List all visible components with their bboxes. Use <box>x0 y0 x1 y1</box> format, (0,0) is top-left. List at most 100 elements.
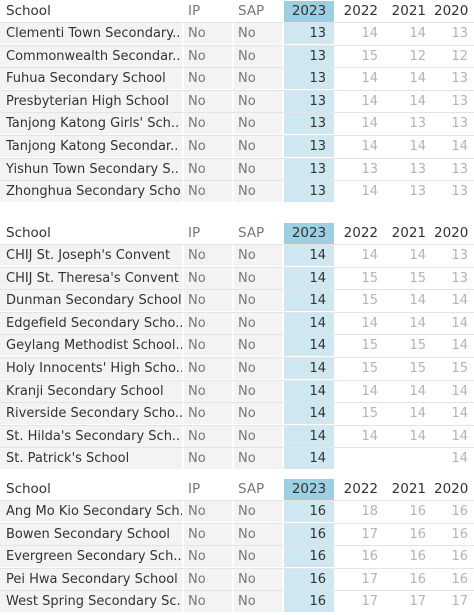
year-value: 13 <box>451 161 468 177</box>
flag-cell: No <box>234 448 282 470</box>
flag-cell: No <box>184 90 232 112</box>
column-header: SAP <box>238 225 265 241</box>
flag-cell: No <box>184 546 232 568</box>
school-name: Pei Hwa Secondary School <box>0 568 182 590</box>
flag-cell: No <box>184 380 232 402</box>
year-value: 13 <box>284 158 334 180</box>
flag-cell: No <box>234 90 282 112</box>
year-value: 14 <box>284 403 334 425</box>
year-value: 16 <box>451 549 468 565</box>
school-name: Presbyterian High School <box>0 90 182 112</box>
row-separator <box>0 180 474 182</box>
school-name: Kranji Secondary School <box>0 380 182 402</box>
flag-cell: No <box>184 245 232 266</box>
row-separator <box>0 424 474 426</box>
school-name: West Spring Secondary Sc.. <box>0 591 182 613</box>
row-separator <box>0 357 474 358</box>
year-value: 15 <box>361 270 378 286</box>
year-value: 13 <box>284 68 334 90</box>
column-header: 2023 <box>284 479 334 500</box>
year-value: 14 <box>409 406 426 422</box>
row-separator <box>0 447 474 449</box>
year-value: 14 <box>409 315 426 331</box>
year-value: 14 <box>284 448 334 470</box>
year-value: 16 <box>284 568 334 590</box>
row-separator <box>0 567 474 569</box>
year-value: 15 <box>361 361 378 376</box>
flag-cell: No <box>234 403 282 425</box>
flag-cell: No <box>234 136 282 157</box>
column-header: 2021 <box>391 481 426 497</box>
column-header: School <box>6 3 51 19</box>
school-name: Ang Mo Kio Secondary Sch.. <box>0 501 182 522</box>
year-value <box>386 448 432 469</box>
year-value: 13 <box>409 161 426 177</box>
row-separator <box>0 157 474 159</box>
school-name: CHIJ St. Theresa's Convent <box>0 267 182 289</box>
flag-cell: No <box>184 335 232 357</box>
column-header: 2020 <box>434 3 469 19</box>
flag-cell: No <box>234 523 282 545</box>
row-separator <box>0 379 474 381</box>
year-value: 14 <box>284 425 334 447</box>
year-value: 13 <box>451 71 468 87</box>
year-value: 14 <box>361 428 378 444</box>
year-value: 14 <box>361 315 378 331</box>
flag-cell: No <box>234 245 282 266</box>
year-value: 14 <box>451 406 468 422</box>
flag-cell: No <box>184 448 232 470</box>
row-separator <box>0 545 474 547</box>
year-value: 13 <box>284 23 334 44</box>
year-value: 17 <box>361 571 378 587</box>
year-value: 14 <box>409 93 426 109</box>
flag-cell: No <box>184 181 232 203</box>
flag-cell: No <box>234 380 282 402</box>
row-separator <box>0 67 474 69</box>
flag-cell: No <box>184 501 232 522</box>
flag-cell: No <box>184 358 232 379</box>
column-header: 2022 <box>343 3 378 19</box>
year-value: 15 <box>361 293 378 309</box>
column-header: 2023 <box>284 1 334 22</box>
school-name: Tanjong Katong Secondar.. <box>0 136 182 157</box>
year-value: 13 <box>284 181 334 203</box>
year-value: 14 <box>284 245 334 266</box>
year-value: 14 <box>409 383 426 399</box>
flag-cell: No <box>234 45 282 67</box>
column-header: School <box>6 481 51 497</box>
column-header: 2023 <box>284 223 334 244</box>
flag-cell: No <box>234 312 282 334</box>
year-value: 14 <box>361 248 378 263</box>
year-value: 14 <box>451 315 468 331</box>
row-separator <box>0 311 474 313</box>
column-header: SAP <box>238 3 265 19</box>
year-value: 13 <box>451 26 468 41</box>
school-name: Tanjong Katong Girls' Sch.. <box>0 113 182 135</box>
year-value: 14 <box>451 383 468 399</box>
row-separator <box>0 402 474 404</box>
flag-cell: No <box>234 335 282 357</box>
school-name: CHIJ St. Joseph's Convent <box>0 245 182 266</box>
school-name: Yishun Town Secondary S.. <box>0 158 182 180</box>
school-name: Dunman Secondary School <box>0 290 182 312</box>
year-value: 13 <box>409 184 426 200</box>
year-value: 13 <box>284 90 334 112</box>
year-value: 14 <box>451 338 468 354</box>
year-value: 15 <box>409 338 426 354</box>
school-name: Edgefield Secondary Scho.. <box>0 312 182 334</box>
year-value: 13 <box>284 45 334 67</box>
column-header: IP <box>188 481 201 497</box>
flag-cell: No <box>184 113 232 135</box>
row-separator <box>0 334 474 336</box>
year-value: 13 <box>451 248 468 263</box>
year-value: 15 <box>451 361 468 376</box>
year-value <box>336 448 384 469</box>
column-header: SAP <box>238 481 265 497</box>
year-value: 16 <box>409 526 426 542</box>
year-value: 14 <box>409 293 426 309</box>
year-value: 12 <box>409 48 426 64</box>
flag-cell: No <box>184 23 232 44</box>
row-separator <box>0 266 474 268</box>
flag-cell: No <box>184 591 232 613</box>
school-name: St. Hilda's Secondary Sch.. <box>0 425 182 447</box>
